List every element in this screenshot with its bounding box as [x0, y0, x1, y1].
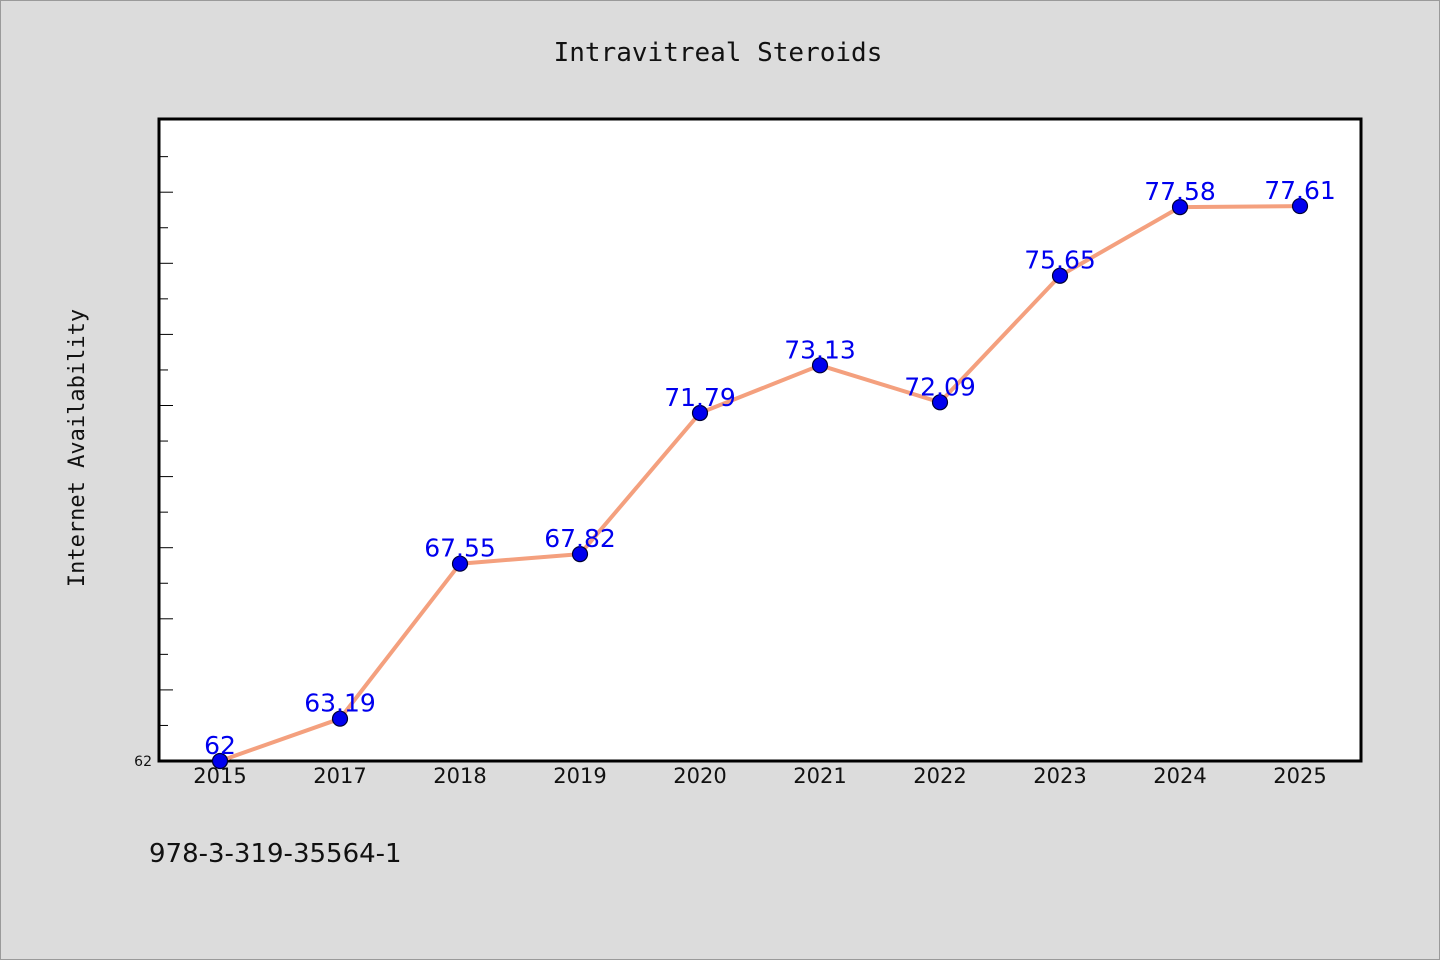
x-tick-label: 2017 [313, 764, 366, 788]
data-label: 77.61 [1264, 176, 1336, 205]
data-point [1171, 199, 1189, 216]
data-label: 73.13 [784, 335, 856, 364]
data-markers [211, 197, 1309, 770]
x-tick-label: 2022 [913, 764, 966, 788]
data-point [691, 404, 709, 422]
data-point [571, 545, 589, 563]
data-point [1051, 267, 1069, 284]
data-point [451, 555, 469, 572]
x-tick-label: 2025 [1273, 764, 1326, 788]
x-tick-label: 2018 [433, 764, 486, 788]
x-tick-label: 2021 [793, 764, 846, 788]
data-label: 63.19 [304, 689, 376, 718]
data-point [211, 752, 229, 770]
data-point [811, 357, 829, 374]
x-tick-label: 2024 [1153, 764, 1206, 788]
data-label: 67.82 [544, 524, 616, 553]
y-tick-label: 62 [134, 754, 152, 770]
data-label: 77.58 [1144, 177, 1216, 206]
data-label: 67.55 [424, 534, 496, 563]
data-labels: 62 63.19 67.55 67.82 71.79 73.13 72.09 75.65 77.… [204, 176, 1336, 760]
data-label: 72.09 [904, 372, 976, 401]
footnote-isbn: 978-3-319-35564-1 [149, 839, 402, 869]
data-point [1291, 197, 1309, 215]
data-point [931, 394, 949, 411]
y-axis-label: Internet Availability [65, 309, 90, 587]
x-axis-tick-labels: 2015 2017 2018 2019 2020 2021 2022 2023 2024 2025 [193, 764, 1326, 788]
data-label: 62 [204, 731, 236, 760]
plot-area [157, 117, 1363, 763]
x-tick-label: 2023 [1033, 764, 1086, 788]
data-label: 71.79 [664, 383, 736, 412]
series-line [218, 204, 1302, 763]
y-axis-ticks [159, 156, 173, 726]
chart-title: Intravitreal Steroids [554, 38, 883, 68]
x-tick-label: 2019 [553, 764, 606, 788]
x-tick-label: 2020 [673, 764, 726, 788]
data-point [331, 710, 349, 727]
data-label: 75.65 [1024, 246, 1096, 275]
